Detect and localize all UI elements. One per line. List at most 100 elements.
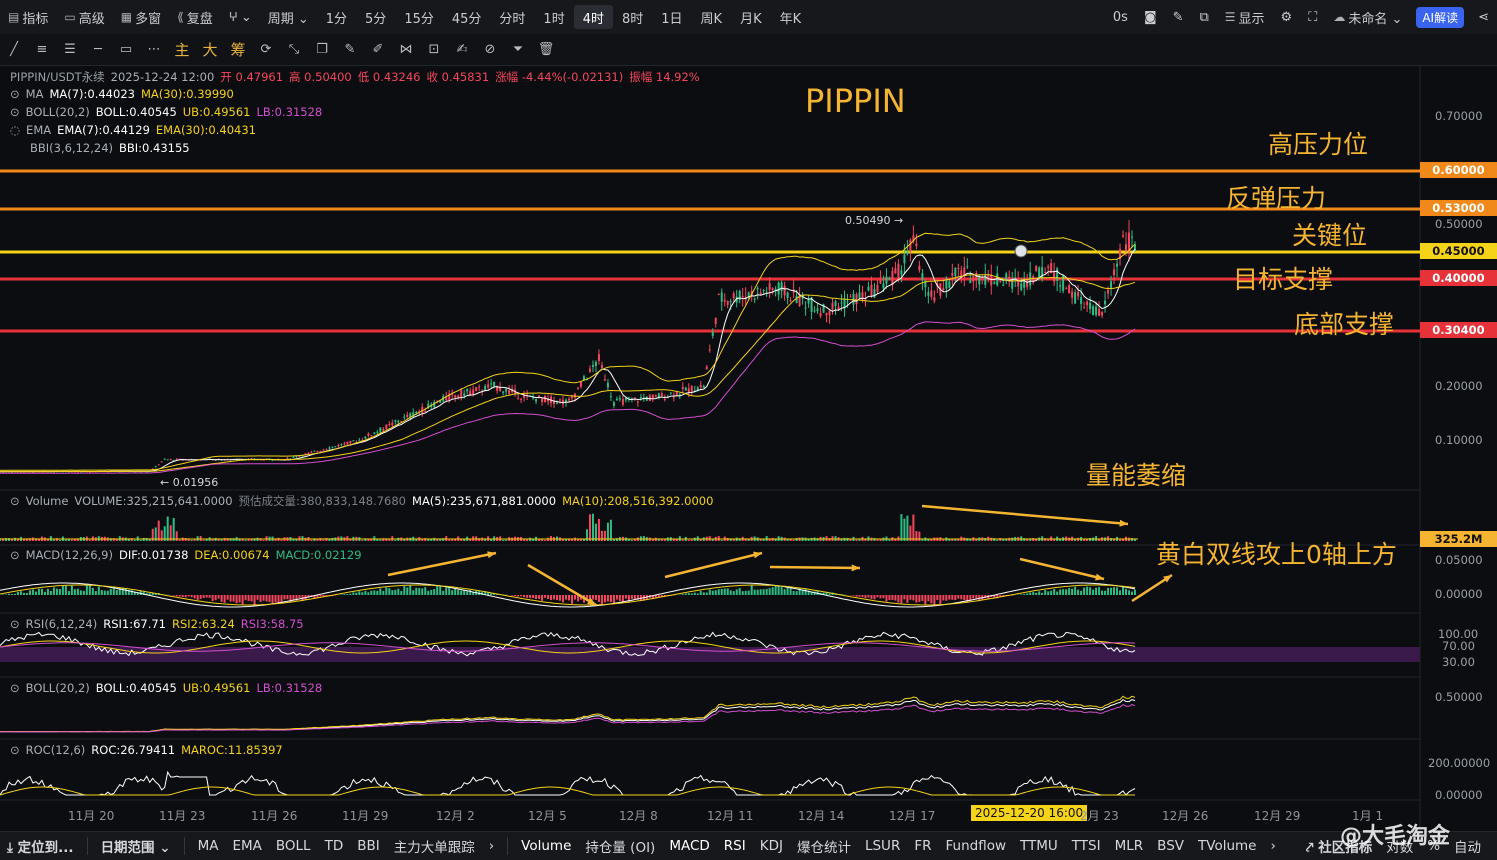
main-ind-ma[interactable]: MA xyxy=(191,838,226,854)
macd-bar xyxy=(954,595,956,600)
workspace-dropdown[interactable]: ☁未命名 ⌄ xyxy=(1325,0,1410,34)
rectangle-icon[interactable]: ▭ xyxy=(112,34,140,65)
trash-icon[interactable]: 🗑 xyxy=(532,34,560,65)
legend-toggle-icon[interactable]: ⊙ xyxy=(10,548,20,562)
legend-toggle-icon[interactable]: ⊙ xyxy=(10,681,20,695)
candle-body xyxy=(1059,285,1061,286)
chevron-right-icon[interactable]: › xyxy=(482,838,501,854)
main-ind-boll[interactable]: BOLL xyxy=(269,838,318,854)
chevron-right-icon[interactable]: › xyxy=(1263,838,1282,854)
display-button[interactable]: ☰显示 xyxy=(1217,0,1273,34)
sub-ind-lsur[interactable]: LSUR xyxy=(858,838,907,854)
sub-ind-macd[interactable]: MACD xyxy=(662,838,716,854)
tf-1m[interactable]: 1分 xyxy=(317,0,356,34)
main-ind-td[interactable]: TD xyxy=(318,838,351,854)
tf-year[interactable]: 年K xyxy=(771,0,811,34)
sub-ind-ttsi[interactable]: TTSI xyxy=(1065,838,1108,854)
horizontal-line-icon[interactable]: ─ xyxy=(84,34,112,65)
tf-timeshare[interactable]: 分时 xyxy=(490,0,534,34)
legend-toggle-icon[interactable]: ⊙ xyxy=(10,105,20,119)
more-dots-icon[interactable]: ⋯ xyxy=(140,34,168,65)
big-order-button[interactable]: 大 xyxy=(196,34,224,65)
volume-bar xyxy=(74,539,76,541)
sub-ind-fr[interactable]: FR xyxy=(907,838,938,854)
tf-15m[interactable]: 15分 xyxy=(395,0,443,34)
filter-icon[interactable]: ⏷ xyxy=(504,34,532,65)
tf-45m[interactable]: 45分 xyxy=(443,0,491,34)
tf-week[interactable]: 周K xyxy=(692,0,732,34)
brush-icon[interactable]: ✎ xyxy=(336,34,364,65)
macd-bar xyxy=(568,595,570,600)
macd-bar xyxy=(173,595,175,596)
legend-toggle-icon[interactable]: ⊙ xyxy=(10,617,20,631)
replay-button[interactable]: ⟪复盘 xyxy=(169,0,221,34)
layout-icon[interactable]: ⧉ xyxy=(1191,0,1216,34)
sub-ind-tvolume[interactable]: TVolume xyxy=(1191,838,1263,854)
volume-bar xyxy=(793,540,795,541)
sub-ind-mlr[interactable]: MLR xyxy=(1108,838,1151,854)
candle-body xyxy=(556,403,558,404)
auto-scale-toggle[interactable]: 自动 xyxy=(1447,836,1488,856)
lock-icon[interactable]: ⊡ xyxy=(420,34,448,65)
tf-1h[interactable]: 1时 xyxy=(534,0,573,34)
macd-bar xyxy=(355,593,357,595)
sub-ind-liquidation[interactable]: 爆仓统计 xyxy=(790,836,858,856)
parallel-lines-icon[interactable]: ≡ xyxy=(28,34,56,65)
horizontal-lines-icon[interactable]: ☰ xyxy=(56,34,84,65)
sub-ind-rsi[interactable]: RSI xyxy=(717,838,753,854)
legend-toggle-icon[interactable]: ⊙ xyxy=(10,743,20,757)
edit-icon[interactable]: ✍ xyxy=(448,34,476,65)
legend-toggle-icon[interactable]: ⊙ xyxy=(10,87,20,101)
measure-icon[interactable]: ⤡ xyxy=(280,34,308,65)
macd-bar xyxy=(203,595,205,598)
ma30-line xyxy=(0,275,1135,472)
main-ind-ema[interactable]: EMA xyxy=(225,838,268,854)
macd-bar xyxy=(739,588,741,595)
sub-ind-volume[interactable]: Volume xyxy=(514,838,578,854)
legend-toggle-icon[interactable]: ⊙ xyxy=(10,494,20,508)
advanced-button[interactable]: ▭高级 xyxy=(56,0,112,34)
trendline-icon[interactable]: ╱ xyxy=(0,34,28,65)
tf-8h[interactable]: 8时 xyxy=(613,0,652,34)
main-ind-bbi[interactable]: BBI xyxy=(350,838,387,854)
share-icon[interactable]: ⋖ xyxy=(1470,0,1497,34)
settings-icon[interactable]: ⚙ xyxy=(1273,0,1301,34)
candle-body xyxy=(847,301,849,302)
candle-body xyxy=(313,451,315,452)
indicators-button[interactable]: ▤指标 xyxy=(0,0,56,34)
pattern-icon[interactable]: ⋈ xyxy=(392,34,420,65)
period-dropdown[interactable]: 周期 ⌄ xyxy=(260,0,317,34)
sub-ind-bsv[interactable]: BSV xyxy=(1150,838,1191,854)
highlighter-icon[interactable]: ✐ xyxy=(364,34,392,65)
copy-icon[interactable]: ❐ xyxy=(308,34,336,65)
macd-bar xyxy=(888,595,890,600)
candle-body xyxy=(541,398,543,402)
locate-button[interactable]: ⤓ 定位到... xyxy=(0,836,81,856)
macd-bar xyxy=(29,590,31,595)
camera-icon[interactable]: ◙ xyxy=(1136,0,1165,34)
multi-window-button[interactable]: ▦多窗 xyxy=(113,0,169,34)
sub-ind-kdj[interactable]: KDJ xyxy=(753,838,790,854)
ai-analysis-button[interactable]: AI解读 xyxy=(1416,7,1464,28)
main-ind-bigorder[interactable]: 主力大单跟踪 xyxy=(387,836,482,856)
main-chip-button[interactable]: 主 xyxy=(168,34,196,65)
tf-1d[interactable]: 1日 xyxy=(652,0,691,34)
tf-5m[interactable]: 5分 xyxy=(356,0,395,34)
candle-body xyxy=(535,399,537,402)
sub-ind-fundflow[interactable]: Fundflow xyxy=(938,838,1013,854)
pen-icon[interactable]: ✎ xyxy=(1165,0,1192,34)
sub-ind-oi[interactable]: 持仓量 (OI) xyxy=(578,836,662,856)
sub-ind-ttmu[interactable]: TTMU xyxy=(1013,838,1065,854)
tf-month[interactable]: 月K xyxy=(731,0,771,34)
fullscreen-icon[interactable]: ⛶ xyxy=(1300,0,1325,34)
date-range-dropdown[interactable]: 日期范围 ⌄ xyxy=(94,836,178,856)
magnet-icon[interactable]: ⊘ xyxy=(476,34,504,65)
tf-4h[interactable]: 4时 xyxy=(574,5,613,29)
chart-type-button[interactable]: ⵖ⌄ xyxy=(221,0,260,34)
volume-bar xyxy=(951,539,953,541)
macd-bar xyxy=(544,595,546,598)
chips-button[interactable]: 筹 xyxy=(224,34,252,65)
x-axis-label: 11月 23 xyxy=(159,807,205,824)
chart-area[interactable]: PIPPIN/USDT永续 2025-12-24 12:00 开 0.47961… xyxy=(0,65,1497,831)
sync-icon[interactable]: ⟳ xyxy=(252,34,280,65)
